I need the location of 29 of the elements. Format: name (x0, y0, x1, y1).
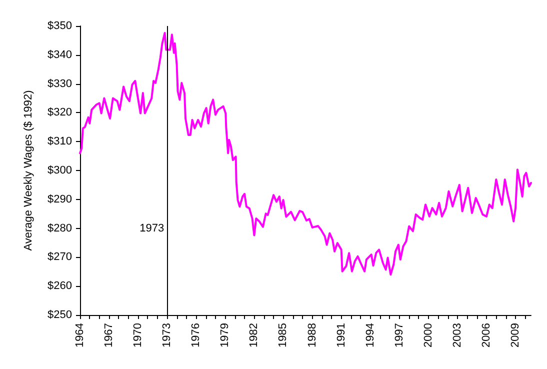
y-tick-label: $350 (48, 20, 72, 32)
y-tick-label: $270 (48, 251, 72, 264)
x-tick-label: 1964 (74, 323, 86, 348)
x-tick-label: 2009 (510, 323, 522, 348)
x-tick-label: 2000 (422, 323, 434, 348)
x-tick-label: 1979 (219, 323, 232, 348)
y-tick-label: $300 (48, 164, 72, 176)
x-tick-label: 1991 (335, 323, 348, 348)
x-tick-label: 1988 (306, 323, 318, 348)
x-tick-label: 1976 (190, 323, 202, 348)
x-tick-label: 2003 (451, 323, 464, 348)
x-tick-label: 1970 (132, 323, 144, 348)
ref-line-label: 1973 (140, 222, 164, 234)
x-tick-label: 2006 (480, 323, 492, 348)
y-tick-label: $280 (48, 222, 72, 234)
y-tick-label: $320 (48, 106, 72, 119)
y-tick-label: $260 (48, 280, 72, 292)
x-tick-label: 1967 (103, 323, 116, 348)
x-tick-label: 1985 (277, 323, 290, 348)
y-tick-label: $290 (48, 193, 72, 206)
y-tick-label: $340 (48, 48, 72, 61)
x-tick-label: 1997 (393, 323, 406, 348)
y-tick-label: $330 (48, 78, 72, 90)
x-tick-label: 1982 (248, 323, 260, 348)
x-tick-label: 1973 (161, 323, 174, 348)
y-tick-label: $310 (48, 136, 72, 148)
y-tick-label: $250 (48, 309, 72, 321)
x-tick-label: 1994 (364, 323, 376, 348)
y-axis-title: Average Weekly Wages ($ 1992) (22, 90, 34, 251)
